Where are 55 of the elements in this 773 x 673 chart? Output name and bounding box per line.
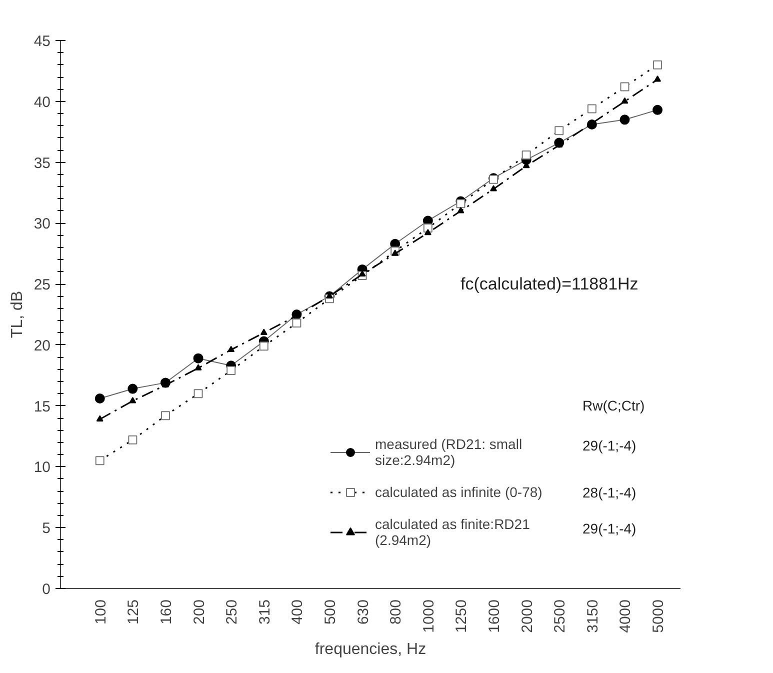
y-tick-label: 5: [42, 520, 50, 538]
point: [128, 384, 138, 394]
y-axis-title: TL, dB: [8, 290, 26, 338]
annotation: 29(-1;-4): [582, 520, 636, 536]
annotation: 29(-1;-4): [582, 438, 636, 454]
y-tick-label: 40: [34, 94, 51, 111]
x-tick-label: 1000: [420, 599, 438, 633]
point: [358, 270, 366, 277]
x-tick-label: 125: [125, 599, 142, 625]
point: [129, 397, 136, 404]
y-tick-label: 35: [34, 154, 51, 172]
x-tick-label: 500: [322, 599, 339, 625]
y-tick-label: 0: [42, 581, 50, 598]
annotation: fc(calculated)=11881Hz: [460, 274, 638, 294]
point: [490, 185, 498, 192]
y-tick-label: 45: [34, 33, 51, 50]
point: [193, 353, 204, 364]
x-tick-label: 250: [224, 599, 241, 625]
x-tick-label: 2500: [552, 599, 569, 633]
x-tick-label: 160: [158, 599, 175, 625]
x-tick-label: 315: [256, 599, 274, 625]
point: [392, 250, 399, 256]
x-tick-label: 1250: [453, 599, 470, 633]
point: [424, 228, 432, 236]
x-tick-label: 5000: [650, 599, 668, 633]
y-tick-label: 20: [34, 337, 51, 354]
x-tick-label: 3150: [584, 599, 602, 633]
point: [621, 97, 628, 104]
legend-label: calculated as finite:RD21 (2.94m2): [375, 516, 530, 548]
y-tick-label: 10: [34, 459, 51, 476]
y-tick-label: 25: [34, 276, 51, 294]
legend-label: calculated as infinite (0-78): [375, 484, 542, 500]
x-axis-title: frequencies, Hz: [314, 640, 426, 658]
x-tick-label: 400: [289, 599, 306, 625]
point: [654, 76, 662, 82]
x-tick-label: 1600: [486, 599, 504, 633]
y-tick-label: 30: [34, 216, 51, 233]
legend-label: measured (RD21: small size:2.94m2): [375, 436, 522, 468]
point: [96, 415, 104, 422]
x-tick-label: 800: [388, 599, 405, 625]
x-tick-label: 200: [190, 599, 208, 625]
annotation: 28(-1;-4): [582, 484, 636, 500]
x-tick-label: 100: [92, 599, 110, 625]
point: [94, 394, 105, 404]
x-tick-label: 2000: [518, 599, 536, 633]
point: [457, 207, 464, 214]
x-tick-label: 4000: [617, 599, 634, 633]
x-tick-label: 630: [354, 599, 372, 625]
annotation: Rw(C;Ctr): [582, 398, 645, 414]
point: [652, 104, 663, 115]
y-tick-label: 15: [34, 398, 51, 416]
point: [620, 114, 630, 125]
point: [228, 346, 235, 352]
point: [260, 328, 268, 335]
point: [194, 364, 202, 370]
